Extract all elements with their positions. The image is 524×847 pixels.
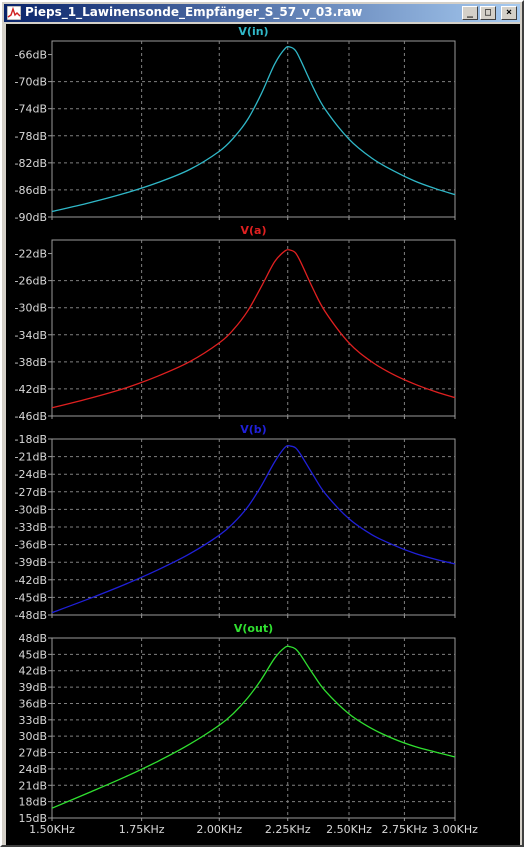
y-tick-label: -70dB <box>15 76 48 89</box>
y-tick-label: -18dB <box>15 433 48 446</box>
y-tick-label: 18dB <box>18 796 47 809</box>
chart-panel-2[interactable]: -48dB -45dB -42dB -39dB -36dB -33dB -30dB -27dB… <box>15 423 456 622</box>
y-tick-label: 24dB <box>18 763 47 776</box>
title-bar[interactable]: Pieps_1_Lawinensonde_Empfänger_S_57_v_03… <box>4 4 520 22</box>
y-tick-label: 33dB <box>18 714 47 727</box>
close-button[interactable]: × <box>501 6 517 20</box>
chart-panel-3[interactable]: 15dB 18dB 21dB 24dB 27dB 30dB 33dB 36dB 39dB 42dB… <box>18 622 478 836</box>
y-tick-label: -66dB <box>15 49 48 62</box>
y-tick-label: -30dB <box>15 302 48 315</box>
chart-title: V(b) <box>240 423 266 436</box>
chart-title: V(in) <box>238 25 268 38</box>
x-tick-label: 1.75KHz <box>119 823 165 836</box>
trace-line[interactable] <box>51 645 456 809</box>
y-tick-label: -90dB <box>15 211 48 224</box>
trace-line[interactable] <box>51 45 456 213</box>
x-tick-label: 2.25KHz <box>265 823 311 836</box>
y-tick-label: -74dB <box>15 103 48 116</box>
y-tick-label: -24dB <box>15 468 48 481</box>
x-tick-label: 2.50KHz <box>326 823 372 836</box>
y-tick-label: -86dB <box>15 184 48 197</box>
chart-panel-0[interactable]: -90dB -86dB -82dB -78dB -74dB -70dB -66dB V(in) <box>15 25 456 224</box>
x-tick-label: 2.00KHz <box>196 823 242 836</box>
window-title: Pieps_1_Lawinensonde_Empfänger_S_57_v_03… <box>25 5 363 19</box>
y-tick-label: -45dB <box>15 591 48 604</box>
y-tick-label: -42dB <box>15 383 48 396</box>
y-tick-label: 15dB <box>18 812 47 825</box>
y-tick-label: -36dB <box>15 539 48 552</box>
y-tick-label: -46dB <box>15 410 48 423</box>
trace-line[interactable] <box>51 444 456 614</box>
chart-title: V(a) <box>241 224 267 237</box>
y-tick-label: -42dB <box>15 574 48 587</box>
y-tick-label: 39dB <box>18 681 47 694</box>
plot-frame <box>51 637 456 819</box>
y-tick-label: -78dB <box>15 130 48 143</box>
y-tick-label: -33dB <box>15 521 48 534</box>
minimize-button[interactable]: _ <box>462 6 478 20</box>
y-tick-label: -30dB <box>15 503 48 516</box>
y-tick-label: 30dB <box>18 730 47 743</box>
chart-title: V(out) <box>234 622 273 635</box>
y-tick-label: -48dB <box>15 609 48 622</box>
x-tick-label: 3.00KHz <box>432 823 478 836</box>
plot-area[interactable]: -90dB -86dB -82dB -78dB -74dB -70dB -66dB V(in)… <box>6 24 520 845</box>
y-tick-label: -34dB <box>15 329 48 342</box>
y-tick-label: -26dB <box>15 275 48 288</box>
y-tick-label: -22dB <box>15 248 48 261</box>
y-tick-label: -21dB <box>15 451 48 464</box>
y-tick-label: -82dB <box>15 157 48 170</box>
y-tick-label: 36dB <box>18 697 47 710</box>
y-tick-label: 45dB <box>18 648 47 661</box>
y-tick-label: -39dB <box>15 556 48 569</box>
waveform-icon <box>7 6 21 20</box>
y-tick-label: -27dB <box>15 486 48 499</box>
trace-line[interactable] <box>51 248 456 409</box>
chart-panel-1[interactable]: -46dB -42dB -38dB -34dB -30dB -26dB -22dB V(a) <box>15 224 456 423</box>
x-tick-label: 1.50KHz <box>29 823 75 836</box>
y-tick-label: 42dB <box>18 665 47 678</box>
maximize-button[interactable]: □ <box>480 6 496 20</box>
y-tick-label: 27dB <box>18 747 47 760</box>
x-tick-label: 2.75KHz <box>382 823 428 836</box>
plot-frame <box>51 40 456 218</box>
y-tick-label: 21dB <box>18 779 47 792</box>
plot-frame <box>51 239 456 417</box>
y-tick-label: -38dB <box>15 356 48 369</box>
bode-plot-stack[interactable]: -90dB -86dB -82dB -78dB -74dB -70dB -66dB V(in)… <box>6 24 520 845</box>
y-tick-label: 48dB <box>18 632 47 645</box>
